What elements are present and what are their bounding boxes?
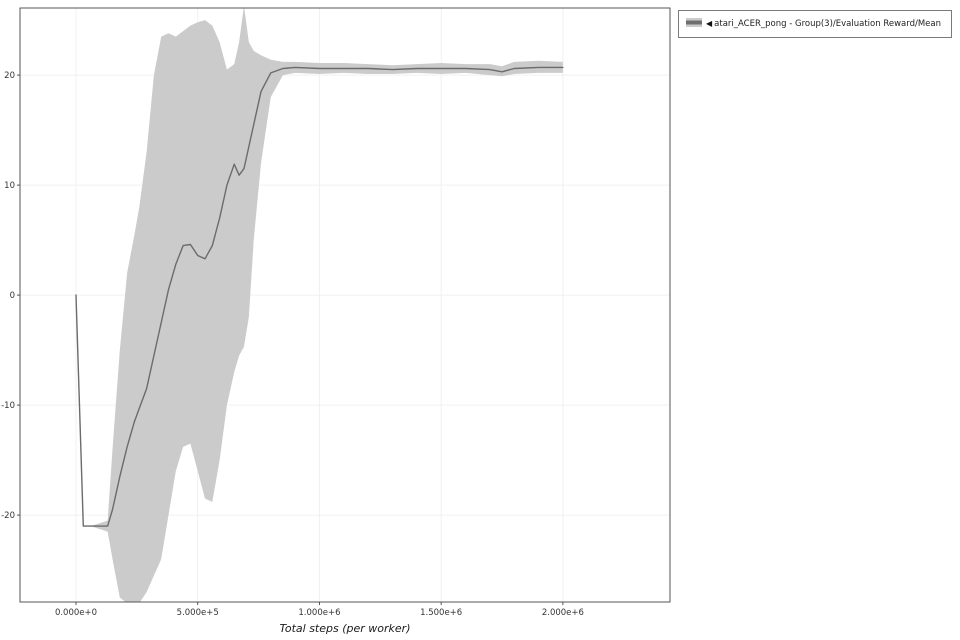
plot-border — [19, 7, 671, 603]
x-tick-label: 1.500e+6 — [420, 608, 462, 618]
confidence-band — [75, 8, 563, 602]
legend-item[interactable]: ◀ atari_ACER_pong - Group(3)/Evaluation R… — [686, 16, 944, 32]
x-axis-label: Total steps (per worker) — [279, 622, 411, 635]
y-tick-label: -10 — [1, 401, 15, 411]
x-tick-label: 2.000e+6 — [542, 608, 584, 618]
legend-band-swatch-icon — [686, 18, 702, 27]
y-axis-ticks: -20 -10 0 10 20 — [1, 71, 20, 521]
legend-label: atari_ACER_pong - Group(3)/Evaluation Re… — [714, 19, 941, 29]
y-tick-label: 20 — [4, 71, 15, 81]
plot-area[interactable] — [20, 8, 670, 602]
x-axis-ticks: 0.000e+0 5.000e+5 1.000e+6 1.500e+6 2.000e+6 — [55, 602, 584, 618]
x-tick-label: 1.000e+6 — [298, 608, 340, 618]
legend: ◀ atari_ACER_pong - Group(3)/Evaluation R… — [678, 10, 952, 38]
y-tick-label: 10 — [4, 181, 15, 191]
legend-marker-icon: ◀ — [706, 19, 713, 28]
y-tick-label: 0 — [10, 291, 15, 301]
y-tick-label: -20 — [1, 511, 15, 521]
x-tick-label: 0.000e+0 — [55, 608, 97, 618]
x-tick-label: 5.000e+5 — [177, 608, 219, 618]
mean-line — [75, 66, 564, 527]
